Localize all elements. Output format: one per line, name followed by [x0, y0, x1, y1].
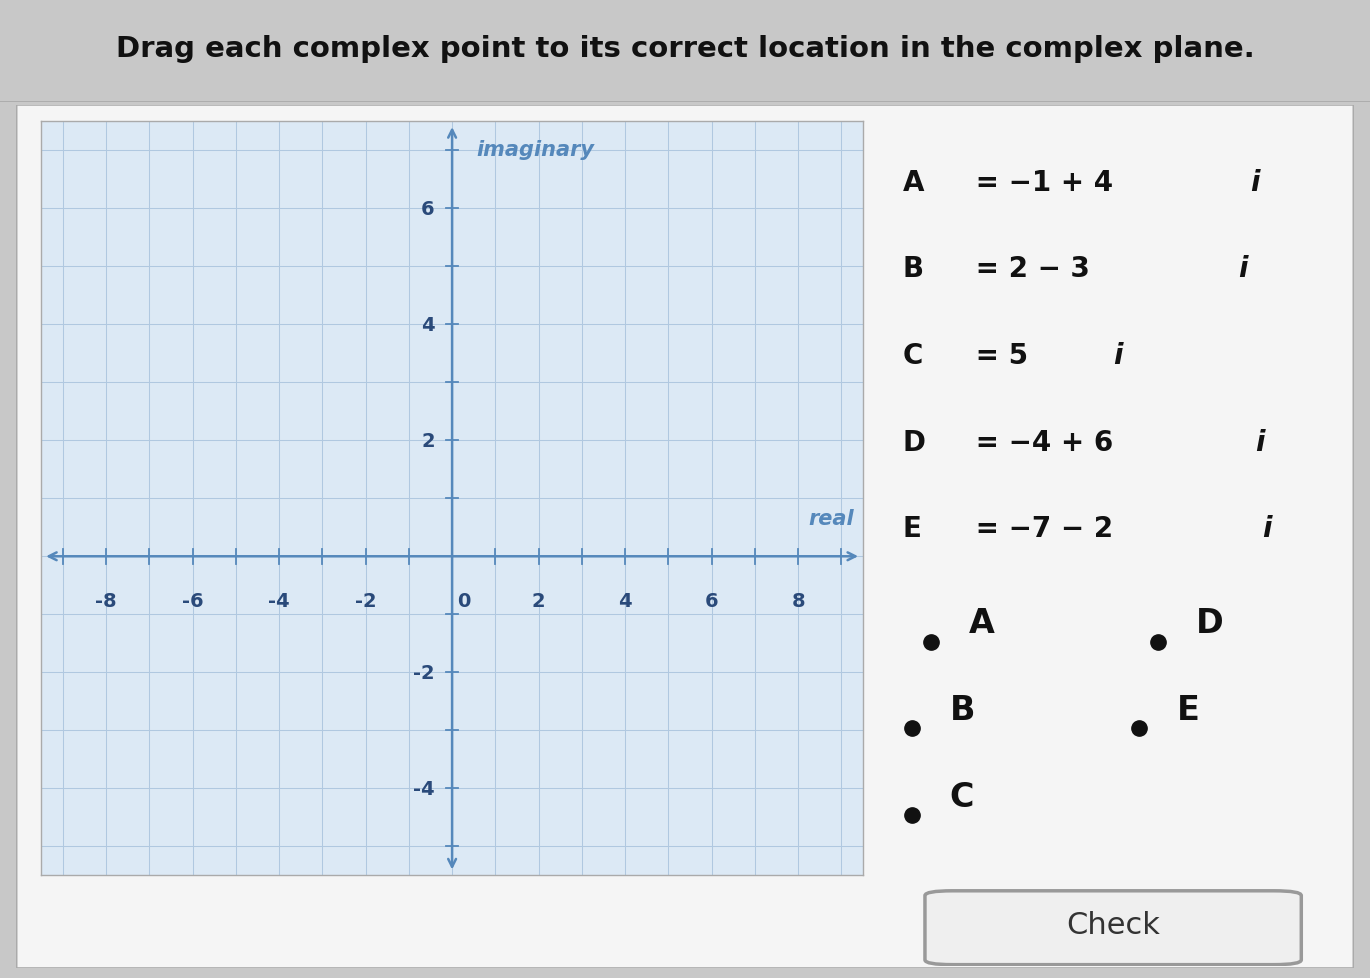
FancyBboxPatch shape: [16, 106, 1354, 968]
Text: 4: 4: [421, 316, 434, 334]
Text: C: C: [903, 341, 923, 370]
Text: 2: 2: [421, 431, 434, 450]
Text: real: real: [808, 509, 855, 529]
Text: i: i: [1255, 428, 1265, 457]
Text: i: i: [1238, 255, 1248, 283]
Text: 0: 0: [458, 592, 471, 610]
Text: 8: 8: [792, 592, 806, 610]
Text: -2: -2: [355, 592, 377, 610]
Text: = 5: = 5: [966, 341, 1029, 370]
Text: -4: -4: [414, 778, 434, 798]
Text: B: B: [949, 693, 975, 726]
Text: 2: 2: [532, 592, 545, 610]
Text: i: i: [1112, 341, 1122, 370]
Text: A: A: [969, 606, 995, 640]
Text: 6: 6: [421, 200, 434, 219]
Text: E: E: [903, 514, 922, 543]
Text: = −7 − 2: = −7 − 2: [966, 514, 1114, 543]
Text: -4: -4: [269, 592, 290, 610]
Text: -8: -8: [95, 592, 116, 610]
FancyBboxPatch shape: [925, 891, 1302, 964]
Text: Drag each complex point to its correct location in the complex plane.: Drag each complex point to its correct l…: [115, 35, 1255, 64]
Text: B: B: [903, 255, 923, 283]
Text: C: C: [949, 779, 974, 813]
Text: Check: Check: [1066, 911, 1160, 939]
Text: -6: -6: [182, 592, 203, 610]
Text: A: A: [903, 168, 923, 197]
Text: = −1 + 4: = −1 + 4: [966, 168, 1114, 197]
Text: 6: 6: [706, 592, 718, 610]
Text: -2: -2: [414, 663, 434, 682]
Text: i: i: [1249, 168, 1259, 197]
Text: = 2 − 3: = 2 − 3: [966, 255, 1091, 283]
Text: imaginary: imaginary: [475, 140, 593, 159]
Text: i: i: [1262, 514, 1271, 543]
Text: D: D: [1196, 606, 1223, 640]
Text: 4: 4: [618, 592, 632, 610]
Text: D: D: [903, 428, 926, 457]
Text: E: E: [1177, 693, 1200, 726]
Text: = −4 + 6: = −4 + 6: [966, 428, 1114, 457]
